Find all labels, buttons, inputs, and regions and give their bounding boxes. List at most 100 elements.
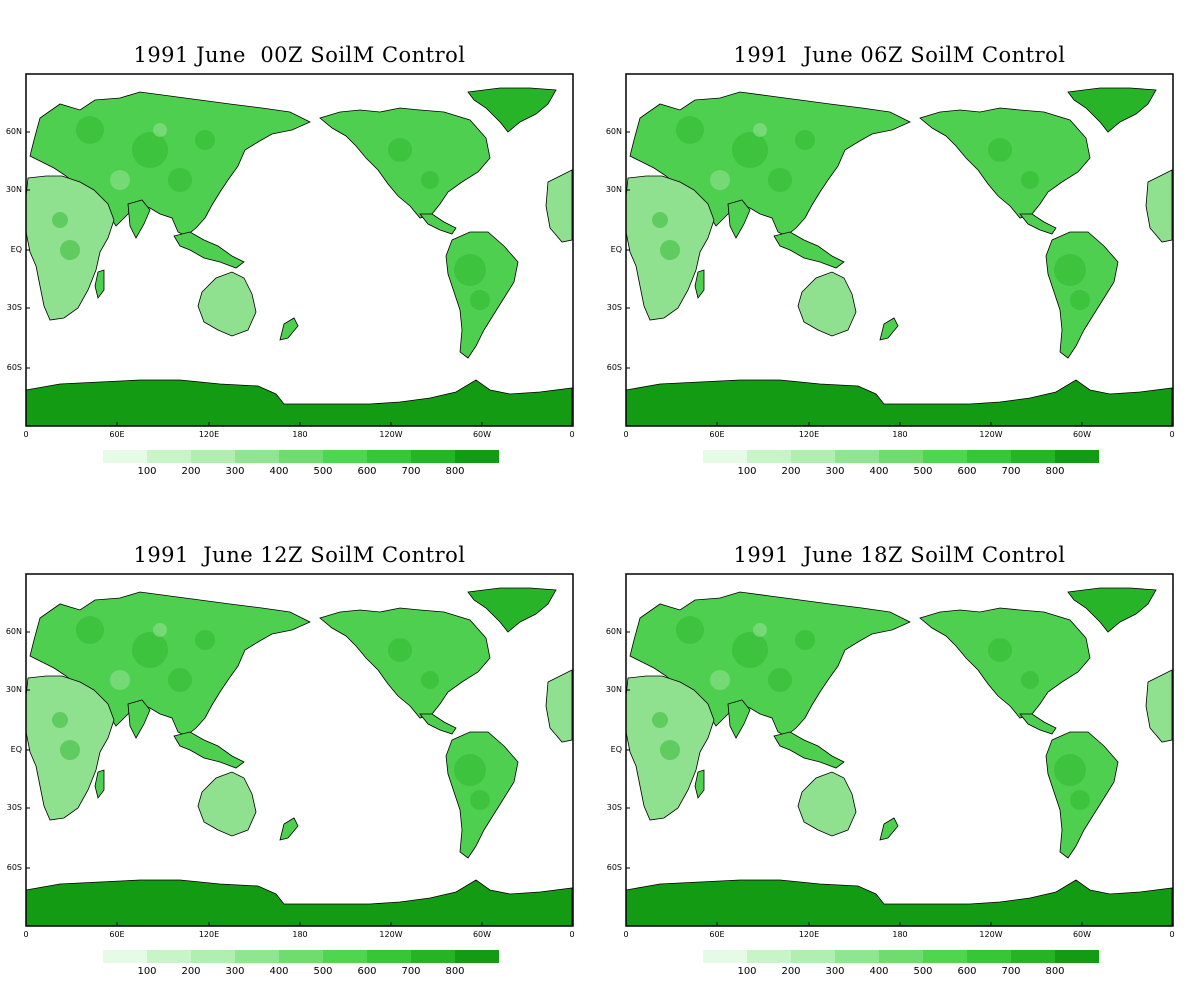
greenland-landmass (1067, 87, 1157, 133)
map-panel-12z: 1991 June 12Z SoilM Control 60N 30N EQ 30S 60… (0, 500, 600, 1000)
panel-title: 1991 June 18Z SoilM Control (733, 543, 1066, 567)
colorbar-label: 300 (825, 466, 845, 477)
north-america-landmass (319, 107, 491, 219)
new-zealand-landmass (279, 317, 299, 341)
panel-title: 1991 June 00Z SoilM Control (133, 43, 466, 67)
lon-label: 60W (472, 430, 492, 439)
panel-title: 1991 June 12Z SoilM Control (133, 543, 466, 567)
north-america-landmass (319, 607, 491, 719)
lon-label: 0 (623, 430, 629, 439)
madagascar-landmass (694, 769, 705, 799)
lon-label: 180 (892, 930, 908, 939)
moisture-patch (660, 240, 680, 260)
se-asia-islands (173, 231, 245, 269)
lon-label: 120E (798, 430, 820, 439)
colorbar-swatch (103, 950, 147, 963)
lat-label: 30S (6, 303, 22, 312)
colorbar-swatch (455, 950, 499, 963)
colorbar-label: 400 (869, 966, 889, 977)
lat-label: 60S (6, 363, 22, 372)
colorbar-swatch (747, 450, 791, 463)
moisture-patch (132, 632, 168, 668)
lat-label: EQ (610, 745, 622, 754)
dry-patch (110, 670, 130, 690)
south-america-landmass (1045, 231, 1119, 359)
moisture-patch (388, 638, 412, 662)
moisture-patch (1021, 171, 1039, 189)
moisture-patch (1070, 790, 1090, 810)
europe-edge-landmass (545, 669, 573, 743)
dry-patch (815, 290, 835, 310)
colorbar-label: 800 (445, 966, 465, 977)
lon-label: 120W (379, 430, 403, 439)
lon-label: 0 (569, 430, 575, 439)
moisture-patch (732, 132, 768, 168)
colorbar-swatch (367, 950, 411, 963)
colorbar-swatch (923, 450, 967, 463)
moisture-patch (195, 630, 215, 650)
lat-label: 60N (5, 127, 22, 136)
new-zealand-landmass (879, 317, 899, 341)
colorbar-label: 400 (269, 466, 289, 477)
south-america-landmass (445, 231, 519, 359)
colorbar-label: 100 (137, 466, 157, 477)
dry-patch (815, 790, 835, 810)
lon-label: 0 (23, 430, 29, 439)
lat-label: 60S (6, 863, 22, 872)
lon-label: 180 (292, 430, 308, 439)
colorbar-swatch (191, 950, 235, 963)
colorbar-label: 500 (313, 966, 333, 977)
moisture-patch (1054, 754, 1086, 786)
colorbar-label: 100 (137, 966, 157, 977)
central-america-landmass (1019, 713, 1057, 735)
lat-label: 30S (6, 803, 22, 812)
colorbar-swatch (279, 950, 323, 963)
lon-label: 60W (1072, 930, 1092, 939)
dry-patch (52, 192, 68, 208)
world-map (25, 73, 574, 427)
colorbar-swatch (103, 450, 147, 463)
colorbar-label: 300 (825, 966, 845, 977)
moisture-patch (652, 712, 668, 728)
central-america-landmass (1019, 213, 1057, 235)
se-asia-islands (173, 731, 245, 769)
lat-label: 30N (5, 185, 22, 194)
se-asia-islands (773, 731, 845, 769)
colorbar-swatch (411, 450, 455, 463)
greenland-landmass (467, 87, 557, 133)
colorbar-swatch (1055, 950, 1099, 963)
moisture-patch (76, 616, 104, 644)
moisture-patch (470, 790, 490, 810)
lon-label: 120W (979, 430, 1003, 439)
colorbar-swatch (1011, 950, 1055, 963)
moisture-patch (732, 632, 768, 668)
moisture-patch (988, 638, 1012, 662)
moisture-patch (768, 168, 792, 192)
dry-patch (215, 790, 235, 810)
africa-landmass (26, 175, 115, 321)
colorbar-label: 800 (445, 466, 465, 477)
colorbar-label: 600 (357, 466, 377, 477)
moisture-patch (470, 290, 490, 310)
lat-label: EQ (10, 745, 22, 754)
lon-label: 120E (198, 930, 220, 939)
europe-edge-landmass (1145, 169, 1173, 243)
moisture-patch (60, 240, 80, 260)
africa-landmass (626, 175, 715, 321)
moisture-patch (388, 138, 412, 162)
colorbar-swatch (147, 950, 191, 963)
colorbar-label: 200 (181, 966, 201, 977)
lon-label: 0 (23, 930, 29, 939)
colorbar-swatch (791, 450, 835, 463)
colorbar-swatch (411, 950, 455, 963)
dry-patch (153, 623, 167, 637)
south-america-landmass (1045, 731, 1119, 859)
colorbar-swatch (455, 450, 499, 463)
lat-label: 60S (606, 863, 622, 872)
moisture-patch (132, 132, 168, 168)
colorbar-label: 400 (269, 966, 289, 977)
moisture-patch (1021, 671, 1039, 689)
colorbar-label: 800 (1045, 966, 1065, 977)
madagascar-landmass (694, 269, 705, 299)
south-america-landmass (445, 731, 519, 859)
